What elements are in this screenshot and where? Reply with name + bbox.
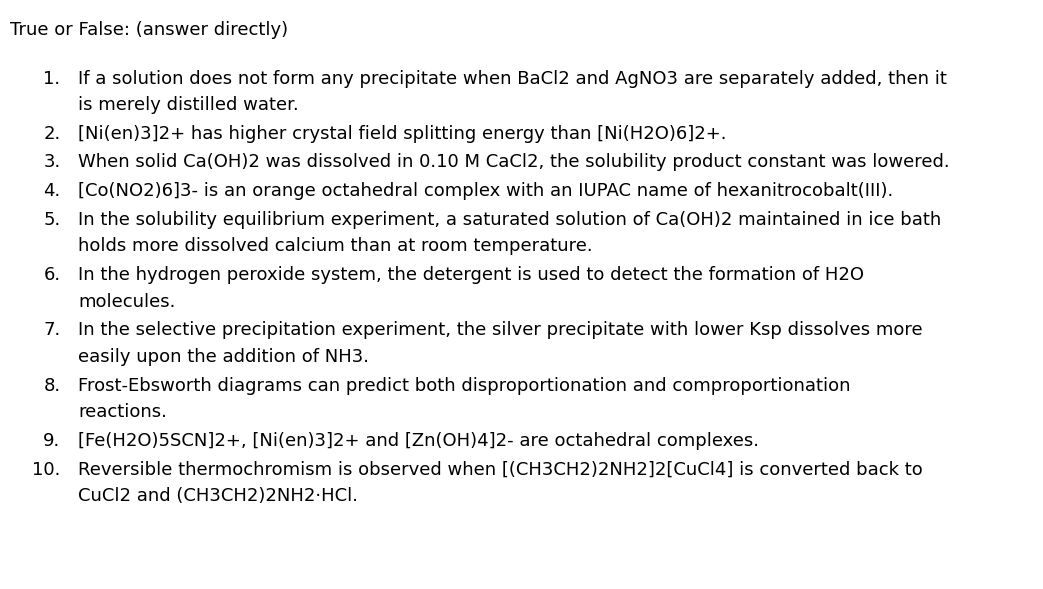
Text: 4.: 4.	[43, 182, 60, 200]
Text: 8.: 8.	[44, 377, 60, 395]
Text: Reversible thermochromism is observed when [(CH3CH2)2NH2]2[CuCl4] is converted b: Reversible thermochromism is observed wh…	[78, 461, 923, 479]
Text: 7.: 7.	[43, 321, 60, 339]
Text: Frost-Ebsworth diagrams can predict both disproportionation and comproportionati: Frost-Ebsworth diagrams can predict both…	[78, 377, 851, 395]
Text: molecules.: molecules.	[78, 293, 175, 311]
Text: [Co(NO2)6]3- is an orange octahedral complex with an IUPAC name of hexanitrocoba: [Co(NO2)6]3- is an orange octahedral com…	[78, 182, 894, 200]
Text: easily upon the addition of NH3.: easily upon the addition of NH3.	[78, 348, 369, 366]
Text: CuCl2 and (CH3CH2)2NH2·HCl.: CuCl2 and (CH3CH2)2NH2·HCl.	[78, 487, 358, 505]
Text: 9.: 9.	[43, 432, 60, 450]
Text: is merely distilled water.: is merely distilled water.	[78, 96, 299, 114]
Text: In the selective precipitation experiment, the silver precipitate with lower Ksp: In the selective precipitation experimen…	[78, 321, 923, 339]
Text: True or False: (answer directly): True or False: (answer directly)	[10, 21, 288, 39]
Text: [Ni(en)3]2+ has higher crystal field splitting energy than [Ni(H2O)6]2+.: [Ni(en)3]2+ has higher crystal field spl…	[78, 125, 727, 143]
Text: 3.: 3.	[43, 153, 60, 171]
Text: When solid Ca(OH)2 was dissolved in 0.10 M CaCl2, the solubility product constan: When solid Ca(OH)2 was dissolved in 0.10…	[78, 153, 950, 171]
Text: In the hydrogen peroxide system, the detergent is used to detect the formation o: In the hydrogen peroxide system, the det…	[78, 266, 865, 284]
Text: reactions.: reactions.	[78, 403, 167, 422]
Text: 10.: 10.	[32, 461, 60, 479]
Text: 1.: 1.	[44, 70, 60, 88]
Text: If a solution does not form any precipitate when BaCl2 and AgNO3 are separately : If a solution does not form any precipit…	[78, 70, 947, 88]
Text: 6.: 6.	[44, 266, 60, 284]
Text: 2.: 2.	[43, 125, 60, 143]
Text: In the solubility equilibrium experiment, a saturated solution of Ca(OH)2 mainta: In the solubility equilibrium experiment…	[78, 210, 942, 229]
Text: [Fe(H2O)5SCN]2+, [Ni(en)3]2+ and [Zn(OH)4]2- are octahedral complexes.: [Fe(H2O)5SCN]2+, [Ni(en)3]2+ and [Zn(OH)…	[78, 432, 759, 450]
Text: 5.: 5.	[43, 210, 60, 229]
Text: holds more dissolved calcium than at room temperature.: holds more dissolved calcium than at roo…	[78, 237, 592, 256]
